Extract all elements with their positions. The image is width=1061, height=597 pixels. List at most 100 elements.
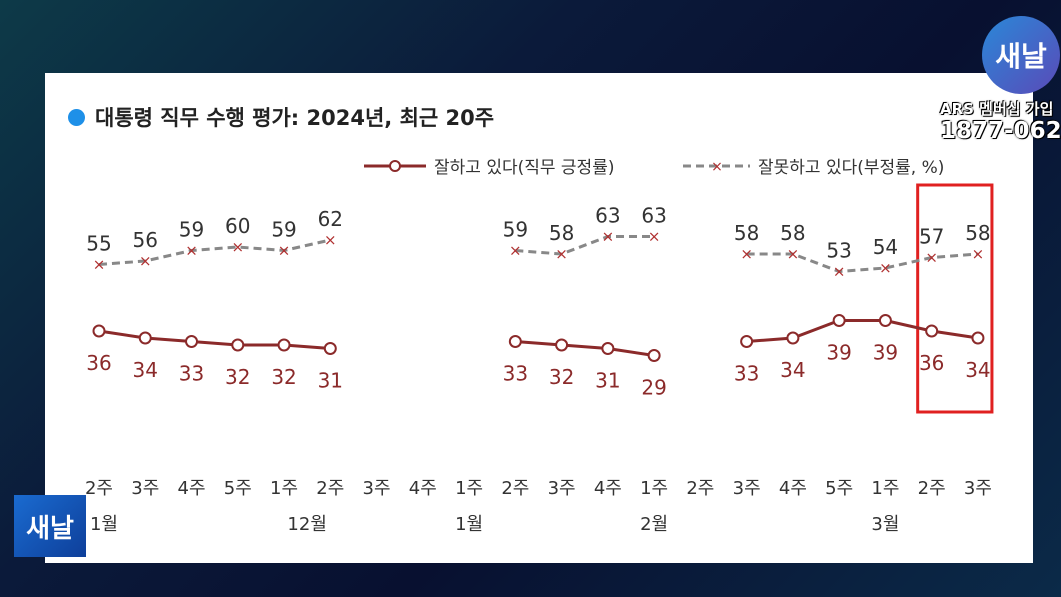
legend-marker-positive <box>389 160 401 172</box>
data-label-negative: 63 <box>595 204 620 228</box>
data-label-positive: 36 <box>919 351 944 375</box>
data-label-positive: 34 <box>133 358 158 382</box>
data-point-positive <box>832 314 846 327</box>
data-point-positive <box>555 338 569 352</box>
data-label-positive: 33 <box>503 362 528 386</box>
data-label-positive: 34 <box>780 358 805 382</box>
data-label-negative: 59 <box>179 218 204 242</box>
month-label: 2월 <box>640 514 668 535</box>
data-label-positive: 33 <box>179 362 204 386</box>
channel-logo-bottom: 새날 <box>14 495 86 557</box>
data-point-positive <box>786 331 800 345</box>
data-label-negative: 58 <box>780 221 805 245</box>
month-label: 1월 <box>455 514 483 535</box>
data-point-positive <box>231 338 245 352</box>
data-label-positive: 32 <box>271 365 296 389</box>
x-tick-label: 5주 <box>224 478 252 499</box>
data-point-positive <box>878 314 892 327</box>
series-line-positive <box>746 319 979 343</box>
chart-card <box>45 73 1033 563</box>
data-label-positive: 31 <box>318 369 343 393</box>
x-tick-label: 3주 <box>548 478 576 499</box>
data-label-negative: 58 <box>549 221 574 245</box>
data-point-negative: × <box>278 242 291 260</box>
series-line-positive <box>515 340 655 357</box>
bullet-dot-icon <box>68 108 85 126</box>
x-tick-label: 3주 <box>964 478 992 499</box>
x-tick-label: 4주 <box>594 478 622 499</box>
data-point-positive <box>508 335 522 348</box>
data-label-positive: 36 <box>86 351 111 375</box>
data-label-negative: 57 <box>919 225 944 249</box>
month-label: 3월 <box>871 514 899 535</box>
series-line-positive <box>98 329 331 350</box>
data-label-negative: 62 <box>318 207 343 231</box>
data-label-positive: 33 <box>734 362 759 386</box>
x-tick-label: 1주 <box>270 478 298 499</box>
legend-label-negative: 잘못하고 있다(부정률, %) <box>758 158 944 178</box>
data-point-negative: × <box>740 245 753 263</box>
data-label-negative: 53 <box>826 239 851 263</box>
data-label-negative: 58 <box>965 221 990 245</box>
data-point-negative: × <box>324 231 337 249</box>
data-point-positive <box>971 331 985 345</box>
ars-text: ARS 멤버십 가입 <box>940 100 1054 118</box>
data-point-negative: × <box>787 245 800 263</box>
data-point-negative: × <box>925 249 938 267</box>
data-point-positive <box>185 335 199 348</box>
x-tick-label: 3주 <box>131 478 159 499</box>
data-point-positive <box>740 335 754 348</box>
data-point-negative: × <box>602 228 615 246</box>
legend-marker-negative: × <box>711 159 723 175</box>
data-point-negative: × <box>231 238 244 256</box>
data-label-positive: 29 <box>641 376 666 400</box>
data-label-negative: 58 <box>734 221 759 245</box>
legend-label-positive: 잘하고 있다(직무 긍정률) <box>434 158 614 178</box>
x-tick-label: 4주 <box>409 478 437 499</box>
data-point-negative: × <box>879 259 892 277</box>
data-label-negative: 56 <box>133 228 158 252</box>
x-tick-label: 5주 <box>825 478 853 499</box>
data-label-positive: 32 <box>225 365 250 389</box>
x-tick-label: 2주 <box>686 478 714 499</box>
x-tick-label: 1주 <box>455 478 483 499</box>
data-point-negative: × <box>555 245 568 263</box>
data-point-positive <box>647 349 661 362</box>
data-label-negative: 59 <box>503 218 528 242</box>
series-line-negative <box>515 235 655 256</box>
data-label-positive: 39 <box>826 341 851 365</box>
data-label-negative: 60 <box>225 214 250 238</box>
data-point-negative: × <box>185 242 198 260</box>
month-label: 12월 <box>287 514 326 535</box>
data-label-negative: 59 <box>271 218 296 242</box>
month-label: 1월 <box>90 514 118 535</box>
chart-title-text: 대통령 직무 수행 평가: 2024년, 최근 20주 <box>95 106 495 130</box>
data-point-negative: × <box>972 245 985 263</box>
x-tick-label: 3주 <box>363 478 391 499</box>
data-point-positive <box>92 324 106 338</box>
x-tick-label: 1주 <box>640 478 668 499</box>
data-label-negative: 63 <box>641 204 666 228</box>
x-tick-label: 3주 <box>733 478 761 499</box>
x-tick-label: 2주 <box>501 478 529 499</box>
data-point-negative: × <box>833 263 846 281</box>
data-point-negative: × <box>93 256 106 274</box>
data-label-positive: 32 <box>549 365 574 389</box>
data-label-negative: 55 <box>86 232 111 256</box>
data-point-positive <box>323 342 337 355</box>
x-tick-label: 2주 <box>918 478 946 499</box>
data-point-negative: × <box>509 242 522 260</box>
chart-title: 대통령 직무 수행 평가: 2024년, 최근 20주 <box>68 102 494 132</box>
data-point-positive <box>601 342 615 355</box>
data-label-negative: 54 <box>873 235 898 259</box>
series-line-negative <box>746 252 979 274</box>
x-tick-label: 2주 <box>85 478 113 499</box>
data-label-positive: 39 <box>873 341 898 365</box>
data-label-positive: 31 <box>595 369 620 393</box>
x-tick-label: 4주 <box>779 478 807 499</box>
data-point-positive <box>925 324 939 338</box>
highlight-box <box>916 183 994 414</box>
x-tick-label: 1주 <box>871 478 899 499</box>
data-point-negative: × <box>139 252 152 270</box>
